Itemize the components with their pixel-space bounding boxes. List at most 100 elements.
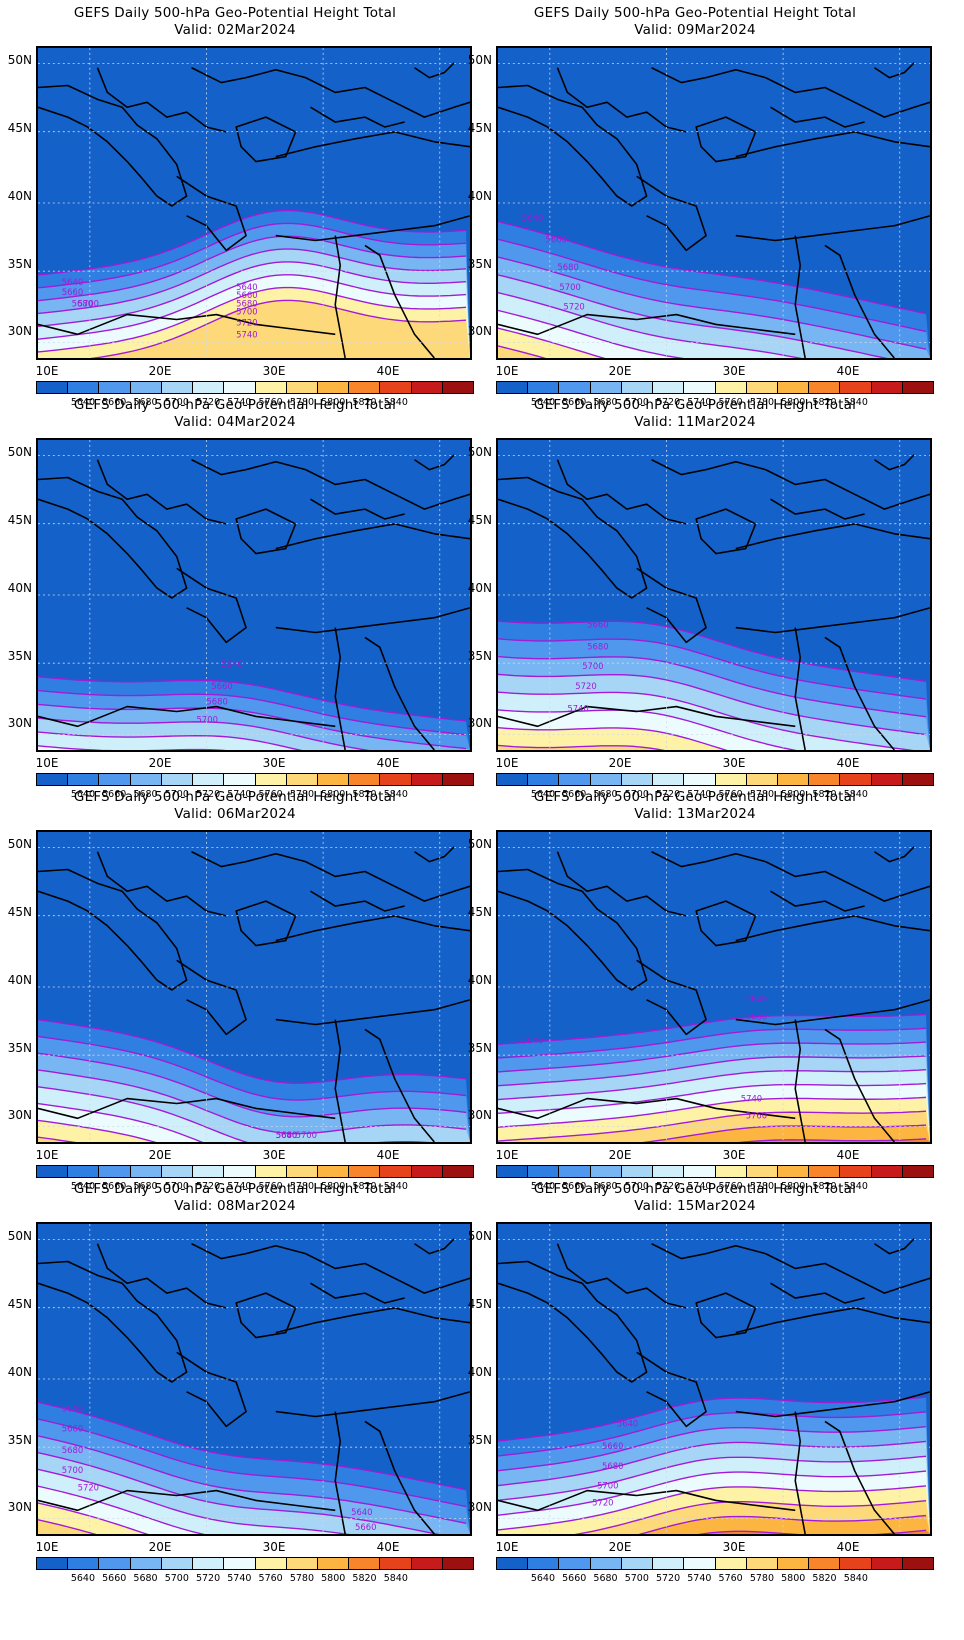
map-svg: 5640 5660 5680 5700 5720 <box>498 48 930 358</box>
lat-tick-label: 40N <box>467 973 492 987</box>
contour-line <box>498 1027 927 1059</box>
contour-line <box>38 1451 440 1534</box>
colorbar-swatch <box>193 774 225 785</box>
colorbar-label: 5680 <box>593 1181 618 1192</box>
colorbar-label: 5760 <box>718 1181 743 1192</box>
colorbar-swatch <box>559 774 591 785</box>
lon-tick-label: 30E <box>722 364 746 378</box>
coastline <box>874 846 915 863</box>
contour-line <box>38 1401 467 1491</box>
map-plot: 5640 5660 5680 5700 5720 <box>496 1222 932 1536</box>
contour-line <box>38 689 467 736</box>
coastline <box>498 84 648 207</box>
coastline <box>735 1307 930 1334</box>
lon-tick-label: 20E <box>608 1148 632 1162</box>
colorbar-swatch <box>777 1558 810 1569</box>
lat-tick-label: 50N <box>467 837 492 851</box>
colorbar-swatch <box>349 774 381 785</box>
coastline <box>498 1097 796 1120</box>
lat-tick-label: 50N <box>7 53 32 67</box>
colorbar-label: 5660 <box>562 397 587 408</box>
colorbar-swatch <box>497 1166 529 1177</box>
colorbar-label: 5800 <box>321 397 346 408</box>
contour-label: 5740 <box>741 1094 762 1104</box>
contour-label: 5680 <box>62 1445 83 1455</box>
colorbar-swatch <box>809 1558 841 1569</box>
colorbar-label: 5680 <box>593 1573 618 1584</box>
lat-tick-label: 45N <box>467 121 492 135</box>
height-fill-band <box>498 1138 930 1142</box>
coastline <box>735 1391 930 1418</box>
colorbar-label: 5780 <box>749 1573 775 1584</box>
contour-label: 5660 <box>236 290 257 300</box>
contour-line <box>498 1440 927 1487</box>
coastline <box>651 459 930 510</box>
contour-line <box>38 717 370 750</box>
colorbar-label: 5800 <box>781 789 806 800</box>
coastline <box>38 1260 188 1383</box>
coastline <box>794 627 806 750</box>
colorbar-swatch <box>37 1558 69 1569</box>
contour-label: 5660 <box>62 1423 83 1433</box>
lat-tick-label: 30N <box>467 1108 492 1122</box>
contour-label: 5660 <box>355 1522 376 1532</box>
contour-label: 5720 <box>78 1483 99 1493</box>
contour-label: 5640 <box>522 1035 543 1045</box>
lat-tick-label: 40N <box>7 1365 32 1379</box>
coastline <box>334 235 346 358</box>
lat-tick-label: 30N <box>7 1108 32 1122</box>
contour-label: 5640 <box>62 1404 83 1414</box>
coastline <box>794 235 806 358</box>
colorbar-swatch <box>193 1558 225 1569</box>
coastline <box>735 523 930 550</box>
colorbar-label: 5700 <box>624 1181 649 1192</box>
colorbar-swatch <box>99 382 131 393</box>
lon-tick-label: 40E <box>376 1540 400 1554</box>
contour-label: 5660 <box>546 235 567 245</box>
colorbar-label: 5760 <box>718 789 743 800</box>
panel-title: GEFS Daily 500-hPa Geo-Potential Height … <box>73 1181 397 1197</box>
lat-tick-label: 45N <box>467 513 492 527</box>
contour-label: 5660 <box>602 1441 623 1451</box>
colorbar-swatch <box>871 1166 903 1177</box>
lon-tick-label: 20E <box>148 1540 172 1554</box>
coastline <box>874 1238 915 1255</box>
coastline <box>310 106 405 128</box>
colorbar-label: 5760 <box>718 397 743 408</box>
colorbar-swatch <box>621 1558 654 1569</box>
contour-line <box>498 1055 927 1087</box>
lon-tick-label: 40E <box>836 364 860 378</box>
coastline <box>310 1282 405 1304</box>
coastline <box>874 62 915 79</box>
colorbar-label: 5640 <box>70 789 96 800</box>
panel-valid-date: Valid: 06Mar2024 <box>174 806 296 822</box>
panel-title: GEFS Daily 500-hPa Geo-Potential Height … <box>73 5 397 21</box>
colorbar-label: 5680 <box>133 397 158 408</box>
lon-tick-label: 20E <box>608 756 632 770</box>
coastline <box>38 476 188 599</box>
colorbar-swatch <box>380 1166 412 1177</box>
panel-title: GEFS Daily 500-hPa Geo-Potential Height … <box>533 397 857 413</box>
contour-line <box>38 1102 204 1142</box>
contour-line <box>38 248 467 315</box>
contour-line <box>38 703 467 750</box>
height-fill-band <box>498 727 930 750</box>
colorbar-swatch <box>37 382 69 393</box>
lon-tick-label: 10E <box>35 756 59 770</box>
colorbar-swatch <box>715 382 747 393</box>
coastline <box>556 67 687 133</box>
coastline <box>695 900 757 947</box>
lat-tick-label: 45N <box>7 121 32 135</box>
lat-tick-label: 50N <box>467 445 492 459</box>
contour-label: 5700 <box>62 1465 83 1475</box>
colorbar-label: 5840 <box>383 397 408 408</box>
coastline <box>414 1238 455 1255</box>
colorbar <box>36 773 474 786</box>
colorbar-label: 5820 <box>812 789 837 800</box>
lon-tick-label: 20E <box>608 364 632 378</box>
colorbar-swatch <box>130 774 162 785</box>
colorbar-label: 5740 <box>227 789 252 800</box>
colorbar-swatch <box>871 382 903 393</box>
lat-tick-label: 35N <box>7 1041 32 1055</box>
colorbar-label: 5740 <box>227 1573 252 1584</box>
